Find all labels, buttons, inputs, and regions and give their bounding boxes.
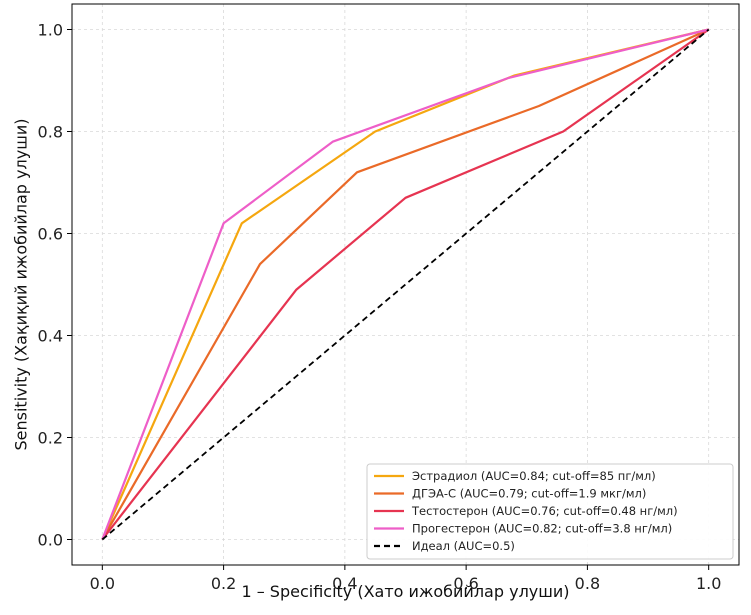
legend-label: Идеал (AUC=0.5) <box>412 539 515 553</box>
legend-label: Эстрадиол (AUC=0.84; cut-off=85 пг/мл) <box>412 469 656 483</box>
x-tick-label: 0.8 <box>575 574 600 593</box>
y-axis-label: Sensitivity (Хақиқий ижобийлар улуши) <box>12 119 31 451</box>
legend-label: Тестостерон (AUC=0.76; cut-off=0.48 нг/м… <box>411 504 678 518</box>
plot-frame <box>71 3 740 566</box>
y-tick-label: 1.0 <box>38 21 63 40</box>
x-axis-label: 1 – Specificity (Хато ижобийлар улуши) <box>241 582 569 601</box>
series-line-4 <box>101 28 710 541</box>
y-tick-label: 0.6 <box>38 225 63 244</box>
legend-box <box>366 463 734 560</box>
y-tick-label: 0.0 <box>38 531 63 550</box>
series-line-3 <box>101 28 709 540</box>
series-lines <box>101 28 710 541</box>
x-tick-label: 0.6 <box>453 574 478 593</box>
x-tick-label: 1.0 <box>696 574 721 593</box>
legend: Эстрадиол (AUC=0.84; cut-off=85 пг/мл) ДГ… <box>366 463 734 560</box>
x-tick-label: 0.4 <box>332 574 357 593</box>
legend-label: ДГЭА-С (AUC=0.79; cut-off=1.9 мкг/мл) <box>412 487 646 501</box>
x-tick-label: 0.2 <box>211 574 236 593</box>
series-line-2 <box>101 28 710 541</box>
legend-label: Прогестерон (AUC=0.82; cut-off=3.8 нг/мл… <box>412 522 672 536</box>
series-line-1 <box>101 28 710 541</box>
axis-ticks: 0.0 0.2 0.4 0.6 0.8 1.0 0.0 0.2 0.4 0.6 0.8 1.0 <box>38 21 722 594</box>
y-tick-label: 0.2 <box>38 429 63 448</box>
x-tick-label: 0.0 <box>90 574 115 593</box>
y-tick-label: 0.8 <box>38 123 63 142</box>
y-tick-label: 0.4 <box>38 327 63 346</box>
